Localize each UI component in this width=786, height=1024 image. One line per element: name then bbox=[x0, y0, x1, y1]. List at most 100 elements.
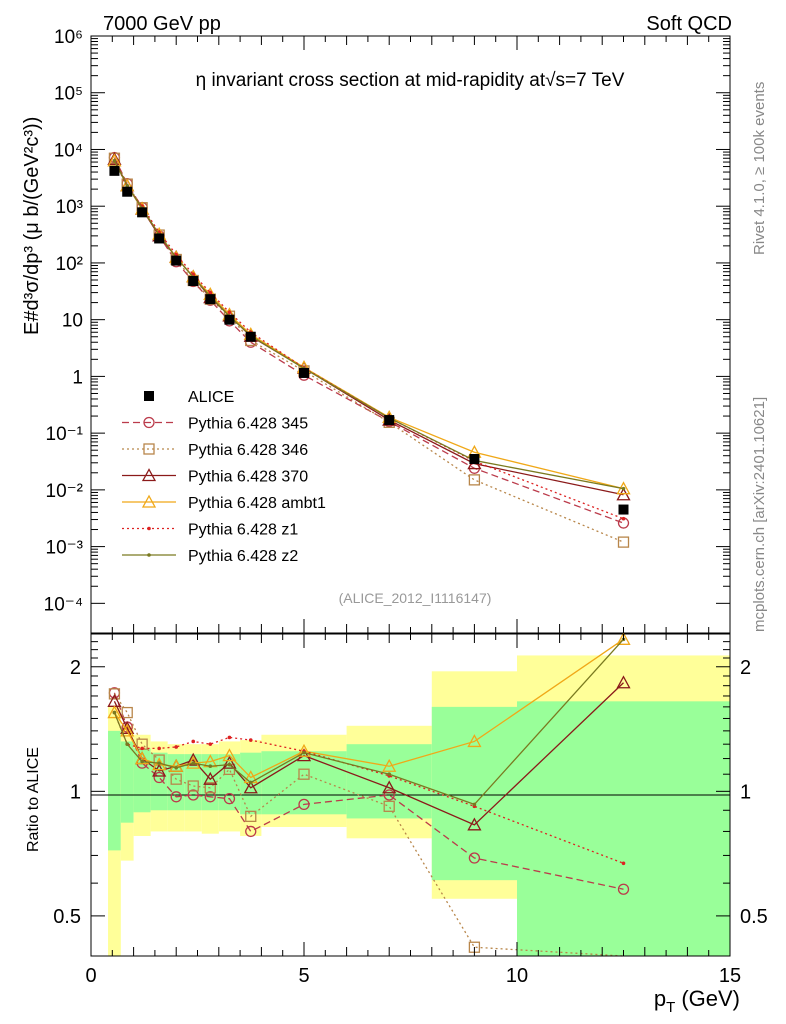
series-pythia-6-428-ambt1 bbox=[107, 153, 631, 495]
ratio-green-band bbox=[150, 752, 168, 811]
x-axis-label-main: p bbox=[654, 986, 666, 1011]
x-axis-label: pT (GeV) bbox=[654, 986, 740, 1016]
ratio-data-point bbox=[112, 710, 117, 715]
legend-marker bbox=[141, 494, 157, 508]
ratio-y-tick-label: 2 bbox=[70, 657, 81, 679]
ratio-data-point bbox=[152, 763, 167, 777]
ratio-data-point bbox=[187, 780, 199, 792]
ratio-data-point bbox=[120, 723, 135, 737]
legend-label: Pythia 6.428 370 bbox=[188, 469, 308, 486]
ratio-data-point bbox=[157, 746, 161, 751]
main-y-tick-label: 10 bbox=[62, 311, 83, 332]
ratio-series bbox=[107, 631, 631, 957]
ratio-data-point bbox=[174, 745, 178, 749]
ratio-green-band bbox=[517, 701, 730, 956]
main-panel: 10⁶ 10⁵ 10⁴ 10³ 10² 10 1 10⁻¹ 10⁻² 10⁻³ 10⁻⁴ bbox=[44, 27, 731, 634]
legend-label: Pythia 6.428 345 bbox=[188, 416, 308, 433]
series-pythia-6-428-346 bbox=[108, 152, 630, 548]
ratio-series-line bbox=[113, 692, 624, 890]
side-label-top: Rivet 4.1.0, ≥ 100k events bbox=[751, 82, 768, 255]
data-point bbox=[171, 255, 182, 266]
main-y-tick-label: 10⁴ bbox=[54, 140, 83, 161]
data-point bbox=[109, 165, 120, 176]
ratio-data-point bbox=[186, 752, 201, 766]
data-point bbox=[107, 151, 122, 165]
main-series bbox=[107, 151, 631, 548]
ratio-panel: 0.5 0.5 1 1 2 2 bbox=[53, 631, 768, 957]
main-y-tick-label: 1 bbox=[72, 367, 83, 388]
ratio-data-point bbox=[140, 746, 144, 751]
data-point bbox=[227, 310, 232, 315]
ratio-data-point bbox=[472, 802, 477, 807]
ratio-green-band bbox=[108, 730, 121, 851]
series-line bbox=[113, 160, 624, 520]
main-y-tick-label: 10⁻¹ bbox=[46, 424, 84, 445]
ratio-data-point bbox=[383, 800, 395, 812]
series-pythia-6-428-z2 bbox=[112, 159, 626, 491]
legend: ALICE Pythia 6.428 345 Pythia 6.428 346 Pyt… bbox=[122, 389, 326, 565]
ratio-data-point bbox=[245, 810, 257, 823]
ratio-data-point bbox=[617, 883, 630, 895]
ratio-y-label: Ratio to ALICE bbox=[25, 747, 42, 852]
ratio-data-point bbox=[121, 706, 133, 719]
data-point bbox=[137, 207, 148, 218]
ratio-series-pythia-6-428-z2 bbox=[112, 637, 626, 807]
ratio-data-point bbox=[174, 765, 178, 770]
data-point bbox=[188, 276, 199, 287]
ratio-data-point bbox=[298, 798, 310, 811]
main-y-ticks: 10⁶ 10⁵ 10⁴ 10³ 10² 10 1 10⁻¹ 10⁻² 10⁻³ 10⁻⁴ bbox=[44, 27, 730, 615]
ratio-series-line bbox=[113, 693, 624, 957]
legend-label: Pythia 6.428 z1 bbox=[188, 522, 298, 539]
ratio-data-point bbox=[302, 750, 306, 755]
main-y-tick-label: 10⁶ bbox=[54, 27, 83, 48]
ratio-data-point bbox=[169, 758, 184, 772]
ratio-green-band bbox=[120, 741, 134, 823]
ratio-data-point bbox=[140, 759, 144, 764]
main-y-label: E#d³σ/dp³ (μ b/(GeV²c³)) bbox=[21, 117, 43, 335]
ratio-data-point bbox=[383, 789, 395, 801]
legend-label: Pythia 6.428 ambt1 bbox=[188, 495, 326, 512]
series-alice bbox=[109, 165, 629, 515]
data-point bbox=[618, 504, 629, 515]
side-label-bottom: mcplots.cern.ch [arXiv:2401.10621] bbox=[751, 397, 768, 632]
main-y-tick-label: 10³ bbox=[56, 197, 83, 218]
ratio-data-point bbox=[222, 748, 237, 762]
legend-marker bbox=[143, 443, 155, 455]
main-y-tick-label: 10⁻³ bbox=[46, 538, 84, 559]
legend-marker bbox=[141, 468, 157, 482]
ratio-series-line bbox=[113, 638, 624, 779]
data-point bbox=[154, 233, 165, 244]
data-point bbox=[617, 536, 630, 548]
data-point bbox=[299, 367, 309, 378]
reference-id: (ALICE_2012_I1116147) bbox=[339, 590, 492, 606]
ratio-data-point bbox=[108, 688, 121, 700]
main-y-tick-label: 10⁻⁴ bbox=[44, 594, 83, 615]
data-point bbox=[125, 183, 130, 188]
ratio-data-point bbox=[204, 791, 216, 803]
ratio-y-tick-label-right: 0.5 bbox=[740, 906, 768, 928]
data-point bbox=[621, 486, 626, 491]
legend-entry-pythia-6-428-346: Pythia 6.428 346 bbox=[122, 442, 308, 459]
data-point bbox=[224, 314, 235, 325]
ratio-y-tick-label-right: 1 bbox=[740, 781, 751, 803]
ratio-y-tick-label-right: 2 bbox=[740, 657, 751, 679]
ratio-bands bbox=[108, 655, 730, 956]
series-line bbox=[113, 160, 624, 490]
data-point bbox=[468, 474, 481, 486]
ratio-data-point bbox=[616, 675, 631, 689]
ratio-y-tick-label: 1 bbox=[70, 781, 81, 803]
ratio-data-point bbox=[467, 734, 482, 748]
legend-marker bbox=[147, 526, 151, 531]
x-axis-label-sub: T bbox=[666, 999, 675, 1016]
data-point bbox=[469, 454, 480, 465]
main-y-tick-label: 10⁻² bbox=[46, 481, 84, 502]
x-tick-label: 0 bbox=[85, 965, 96, 987]
ratio-y-tick-label: 0.5 bbox=[53, 906, 81, 928]
legend-label: Pythia 6.428 346 bbox=[188, 442, 308, 459]
ratio-data-point bbox=[382, 780, 397, 794]
x-axis-ticks: 0 5 10 15 bbox=[85, 36, 741, 987]
data-point bbox=[112, 159, 117, 163]
x-axis-label-unit: (GeV) bbox=[681, 986, 740, 1011]
ratio-data-point bbox=[208, 764, 213, 769]
